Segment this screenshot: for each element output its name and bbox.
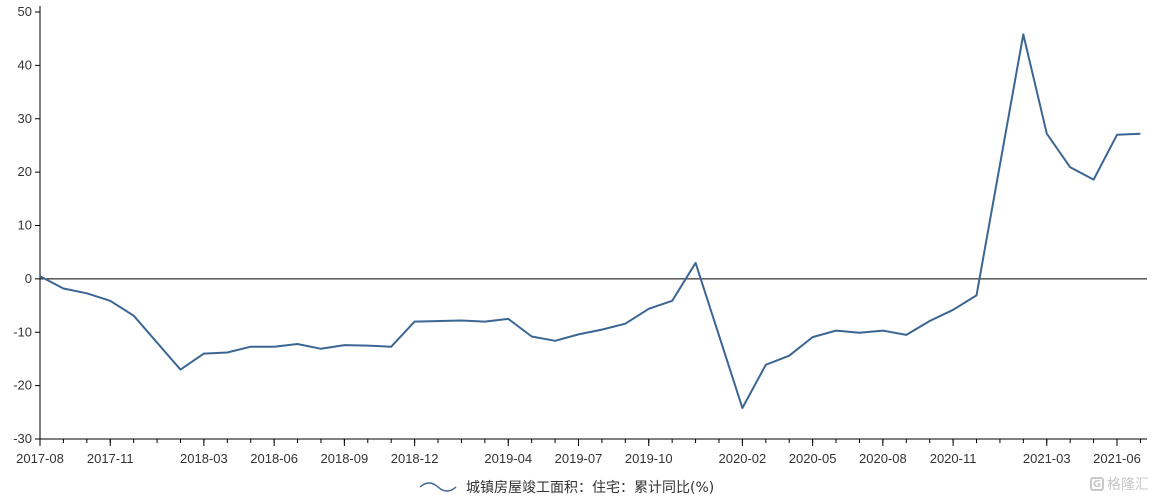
x-tick-label: 2021-06	[1093, 451, 1141, 466]
x-axis: 2017-08 2017-11 2018-03 2018-06 2018-09 2018-…	[16, 438, 1147, 466]
x-tick-label: 2021-03	[1023, 451, 1071, 466]
y-tick-label: -20	[13, 378, 32, 393]
y-axis: -30 -20 -10 0 10 20 30 40 50	[13, 4, 41, 446]
x-tick-label: 2017-08	[16, 451, 64, 466]
legend: 城镇房屋竣工面积：住宅：累计同比(%)	[418, 477, 714, 497]
x-tick-label: 2018-09	[321, 451, 369, 466]
legend-label: 城镇房屋竣工面积：住宅：累计同比(%)	[466, 480, 715, 496]
y-tick-label: 40	[18, 57, 32, 72]
watermark-logo-icon: G	[1090, 477, 1104, 491]
x-tick-label: 2020-05	[789, 451, 837, 466]
y-tick-label: 10	[18, 218, 32, 233]
y-tick-label: -30	[13, 431, 32, 446]
x-tick-label: 2018-06	[250, 451, 298, 466]
series-line	[39, 33, 1141, 409]
x-tick-label: 2017-11	[87, 451, 134, 466]
watermark: G 格隆汇	[1090, 474, 1149, 494]
y-tick-label: 0	[25, 271, 32, 286]
legend-swatch-icon	[419, 482, 457, 492]
y-tick-label: -10	[13, 324, 32, 339]
x-tick-label: 2020-08	[859, 451, 907, 466]
x-tick-label: 2020-11	[930, 451, 977, 466]
y-tick-label: 20	[18, 164, 32, 179]
y-tick-label: 50	[18, 4, 32, 19]
x-tick-label: 2018-03	[180, 451, 228, 466]
x-tick-label: 2019-04	[484, 451, 532, 466]
x-tick-label: 2018-12	[391, 451, 439, 466]
x-tick-label: 2019-07	[555, 451, 603, 466]
y-tick-label: 30	[18, 111, 32, 126]
watermark-text: 格隆汇	[1107, 477, 1149, 493]
x-tick-label: 2020-02	[719, 451, 767, 466]
x-tick-label: 2019-10	[625, 451, 673, 466]
